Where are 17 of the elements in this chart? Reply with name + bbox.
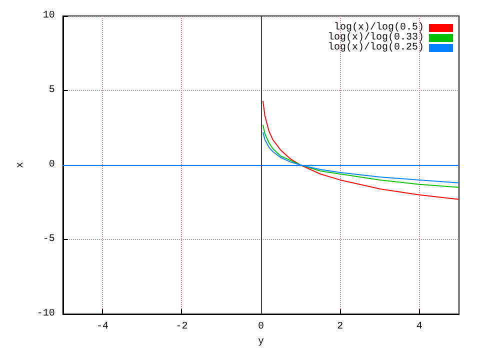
y-tick-label: 5 bbox=[48, 85, 55, 96]
legend-label: log(x)/log(0.25) bbox=[328, 42, 424, 54]
x-tick-label: -2 bbox=[176, 322, 188, 333]
x-tick-label: 4 bbox=[416, 322, 422, 333]
y-axis-title: x bbox=[16, 162, 26, 168]
x-tick-label: -4 bbox=[96, 322, 109, 333]
legend-label: log(x)/log(0.33) bbox=[328, 32, 424, 44]
legend-label: log(x)/log(0.5) bbox=[334, 22, 424, 34]
y-tick-label: -5 bbox=[42, 234, 55, 246]
y-tick-label: -10 bbox=[36, 308, 55, 320]
y-tick-label: 10 bbox=[42, 10, 55, 22]
line-series bbox=[262, 100, 460, 200]
x-axis-title: y bbox=[258, 336, 264, 348]
x-tick-label: 0 bbox=[258, 322, 264, 333]
x-tick-label: 2 bbox=[337, 322, 344, 333]
y-tick-label: 0 bbox=[48, 160, 55, 171]
line-series bbox=[262, 124, 460, 188]
